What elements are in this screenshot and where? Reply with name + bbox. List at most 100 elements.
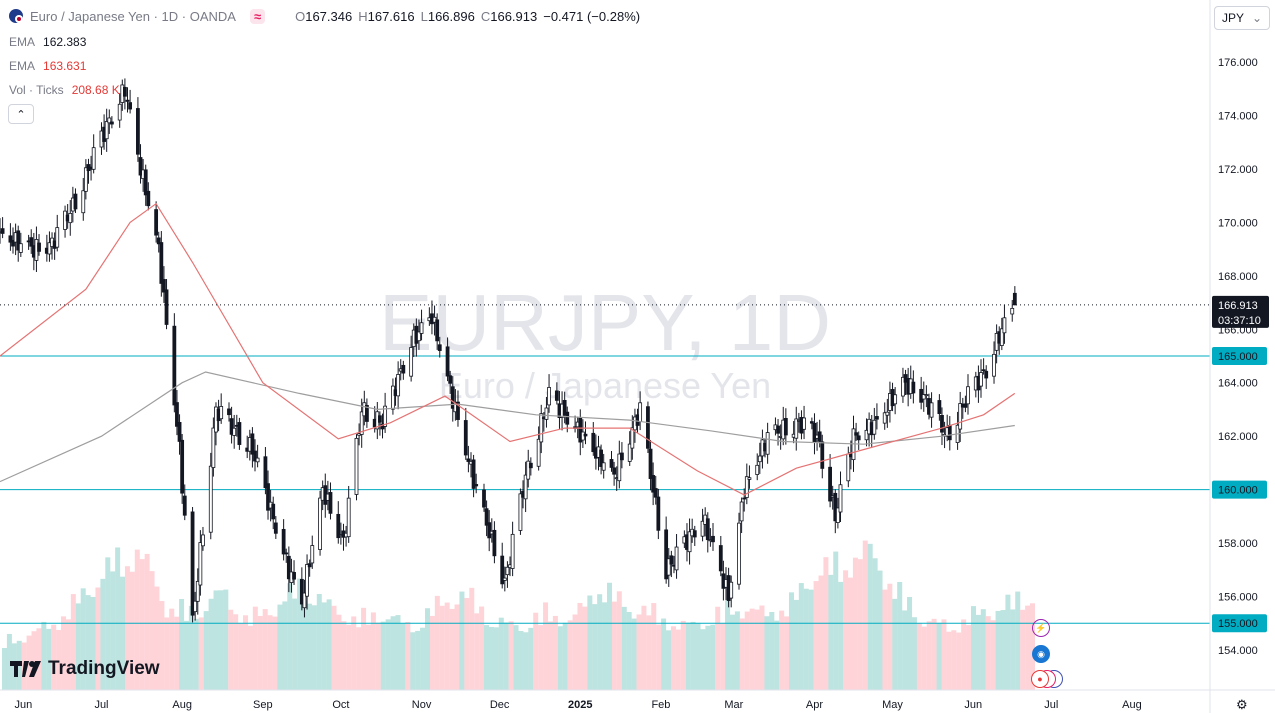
event-icon-1[interactable]: ● — [1031, 670, 1049, 688]
candle-body — [747, 477, 752, 480]
volume-bar — [425, 608, 431, 690]
candle — [692, 525, 697, 546]
collapse-indicators-button[interactable]: ⌃ — [8, 104, 34, 124]
candle-body — [182, 495, 187, 516]
candle — [117, 93, 122, 128]
candle — [193, 591, 198, 621]
volume-bar — [149, 571, 155, 690]
candle — [182, 484, 187, 521]
volume-bar — [774, 620, 780, 690]
volume-bar — [941, 619, 947, 690]
tradingview-logo[interactable]: TradingView — [10, 658, 160, 680]
candle-body — [8, 235, 13, 243]
candle — [318, 490, 322, 556]
indicator-ema-2[interactable]: EMA 163.631 — [9, 59, 86, 73]
volume-bar — [508, 621, 514, 690]
volume-bar — [567, 620, 573, 690]
volume-bar — [926, 621, 932, 690]
volume-bar — [243, 615, 249, 690]
y-tick-label: 164.000 — [1218, 378, 1258, 390]
volume-bar — [670, 626, 676, 690]
indicator-volume[interactable]: Vol · Ticks 208.68 K — [9, 83, 120, 97]
volume-bar — [577, 602, 583, 690]
candle — [37, 234, 41, 256]
volume-bar — [405, 622, 411, 690]
gear-icon[interactable]: ⚙ — [1236, 697, 1248, 712]
candle-body — [445, 346, 450, 377]
candle — [359, 398, 364, 448]
candle-body — [47, 242, 52, 255]
symbol-title[interactable]: Euro / Japanese Yen · 1D · OANDA — [30, 8, 236, 24]
candle — [456, 390, 460, 427]
volume-bar — [488, 626, 494, 690]
volume-bar — [297, 578, 303, 690]
volume-bar — [734, 611, 740, 690]
volume-bar — [400, 623, 406, 690]
volume-bar — [729, 614, 735, 690]
candle-body — [875, 416, 879, 420]
candle-body — [744, 476, 749, 498]
candle — [471, 454, 476, 498]
candle — [966, 374, 970, 415]
candle — [562, 391, 567, 424]
volume-bar — [444, 602, 450, 690]
y-tick-label: 176.000 — [1218, 57, 1258, 69]
candle-body — [359, 411, 364, 435]
globe-icon[interactable]: ◉ — [1032, 645, 1050, 663]
indicator-ema-1[interactable]: EMA 162.383 — [9, 35, 86, 49]
candle-body — [1012, 292, 1017, 306]
volume-bar — [739, 618, 745, 690]
candle — [162, 266, 166, 303]
volume-bar — [882, 589, 888, 690]
candle — [164, 279, 169, 330]
volume-bar — [464, 598, 470, 690]
close-key: C — [480, 8, 491, 24]
candle-body — [164, 289, 169, 325]
candle-body — [336, 513, 341, 539]
volume-bar — [557, 626, 563, 690]
volume-bar — [65, 619, 71, 690]
candle — [547, 374, 551, 413]
candle-body — [328, 492, 333, 514]
candle — [783, 408, 788, 445]
candle — [838, 471, 843, 523]
flag-icon — [9, 9, 23, 23]
candle-body — [838, 484, 843, 513]
candle — [666, 548, 671, 587]
candle — [128, 89, 133, 114]
volume-bar — [159, 600, 165, 690]
candle-body — [91, 147, 96, 170]
volume-bar — [931, 618, 937, 690]
volume-bar — [592, 604, 598, 690]
candle-body — [463, 420, 468, 456]
candle — [0, 217, 5, 239]
candle-body — [510, 533, 515, 569]
volume-bar — [907, 596, 913, 690]
candle-body — [901, 376, 905, 397]
candle — [299, 567, 304, 611]
compare-icon[interactable]: ≈ — [249, 8, 266, 24]
currency-button[interactable]: JPY ⌄ — [1214, 6, 1270, 30]
candle-body — [562, 400, 567, 416]
candle-body — [765, 432, 770, 455]
volume-bar — [700, 629, 706, 690]
volume-bar — [193, 618, 199, 690]
volume-bar — [966, 625, 972, 690]
lightning-icon[interactable]: ⚡ — [1032, 619, 1050, 637]
candle — [523, 461, 528, 513]
volume-bar — [867, 543, 873, 690]
volume-bar — [498, 617, 504, 690]
volume-bar — [543, 602, 549, 690]
volume-bar — [685, 622, 691, 690]
volume-bar — [169, 608, 175, 690]
watermark-symbol: EURJPY, 1D — [379, 278, 831, 367]
candle-body — [872, 419, 877, 435]
volume-bar — [144, 553, 150, 690]
candle-body — [565, 411, 570, 425]
candle-body — [305, 564, 309, 597]
candle-body — [125, 99, 130, 102]
candle — [286, 546, 291, 593]
candle — [705, 512, 710, 553]
